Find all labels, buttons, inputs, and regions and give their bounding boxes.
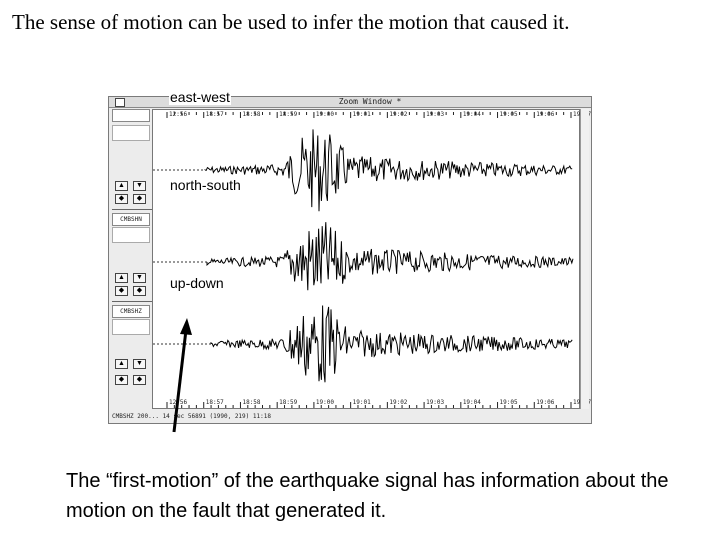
zoom-out-icon[interactable]: ◆ [133, 375, 146, 385]
time-tick-label: 19:00 [315, 111, 334, 118]
window-titlebar[interactable]: Zoom Window * [109, 97, 591, 108]
seismogram-plot[interactable]: 12:5612:5618:5718:5718:5818:5818:5918:59… [152, 109, 591, 409]
seismogram-trace-3 [210, 305, 573, 383]
up-arrow-icon[interactable]: ▲ [115, 273, 128, 283]
up-arrow-icon[interactable]: ▲ [115, 181, 128, 191]
station-label-1 [112, 109, 150, 122]
down-arrow-icon[interactable]: ▼ [133, 359, 146, 369]
time-tick-label: 12:56 [169, 111, 188, 118]
time-tick-label: 19:03 [426, 399, 445, 406]
zoom-out-icon[interactable]: ◆ [133, 194, 146, 204]
zoom-in-icon[interactable]: ◆ [115, 194, 128, 204]
up-arrow-icon[interactable]: ▲ [115, 359, 128, 369]
label-north-south: north-south [169, 177, 242, 193]
time-tick-label: 19:01 [352, 111, 371, 118]
channel-divider [112, 209, 154, 210]
time-tick-label: 18:58 [242, 111, 261, 118]
label-east-west: east-west [169, 89, 231, 105]
station-info-1 [112, 125, 150, 141]
time-tick-label: 19:02 [389, 111, 408, 118]
time-tick-label: 19:06 [536, 399, 555, 406]
status-bar: CMBSHZ 200... 14 sec 56891 (1990, 219) 1… [112, 413, 271, 420]
time-tick-label: 18:59 [279, 111, 298, 118]
time-tick-label: 19:05 [499, 399, 518, 406]
time-tick-label: 18:59 [279, 399, 298, 406]
time-tick-label: 18:57 [205, 111, 224, 118]
down-arrow-icon[interactable]: ▼ [133, 181, 146, 191]
channel-divider [112, 301, 154, 302]
station-label-2: CMBSHN [112, 213, 150, 226]
slide-caption: The “first-motion” of the earthquake sig… [66, 470, 669, 522]
channel-controls: ▲ ▼ ◆ ◆ CMBSHN ▲ ▼ ◆ ◆ CMBSHZ ▲ ▼ ◆ ◆ [112, 109, 154, 409]
window-title: Zoom Window * [338, 97, 402, 106]
time-tick-label: 19:01 [352, 399, 371, 406]
time-tick-label: 19:04 [462, 399, 481, 406]
station-info-3 [112, 319, 150, 335]
label-up-down: up-down [169, 275, 225, 291]
zoom-in-icon[interactable]: ◆ [115, 286, 128, 296]
time-tick-label: 18:57 [205, 399, 224, 406]
slide-heading: The sense of motion can be used to infer… [12, 10, 570, 34]
zoom-window: Zoom Window * ▲ ▼ ◆ ◆ CMBSHN ▲ ▼ ◆ ◆ CMB… [108, 96, 592, 424]
time-tick-label: 19:00 [315, 399, 334, 406]
seismogram-trace-1 [204, 129, 573, 212]
zoom-out-icon[interactable]: ◆ [133, 286, 146, 296]
zoom-in-icon[interactable]: ◆ [115, 375, 128, 385]
vertical-scrollbar[interactable] [580, 109, 589, 409]
seismogram-traces [153, 112, 574, 408]
station-label-3: CMBSHZ [112, 305, 150, 318]
station-info-2 [112, 227, 150, 243]
seismogram-trace-2 [206, 222, 574, 291]
time-tick-label: 19:03 [426, 111, 445, 118]
time-tick-label: 19:06 [536, 111, 555, 118]
down-arrow-icon[interactable]: ▼ [133, 273, 146, 283]
time-tick-label: 19:04 [462, 111, 481, 118]
close-box-icon[interactable] [115, 98, 125, 107]
time-tick-label: 18:58 [242, 399, 261, 406]
time-tick-label: 19:05 [499, 111, 518, 118]
time-tick-label: 19:02 [389, 399, 408, 406]
